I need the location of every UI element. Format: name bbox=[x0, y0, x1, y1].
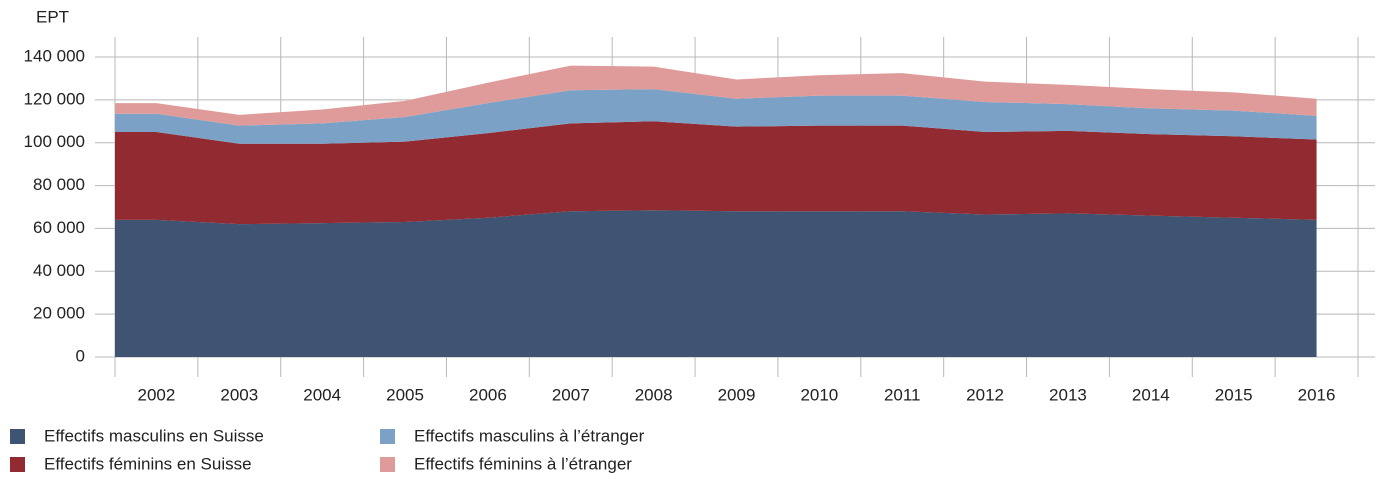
x-tick-label: 2003 bbox=[220, 385, 258, 404]
y-tick-label: 100 000 bbox=[24, 132, 85, 151]
legend-label: Effectifs masculins en Suisse bbox=[44, 426, 264, 445]
x-tick-label: 2014 bbox=[1132, 385, 1170, 404]
y-tick-label: 120 000 bbox=[24, 89, 85, 108]
y-tick-label: 80 000 bbox=[33, 175, 85, 194]
x-tick-label: 2008 bbox=[635, 385, 673, 404]
area bbox=[115, 65, 1317, 126]
area bbox=[115, 210, 1317, 357]
x-tick-label: 2002 bbox=[138, 385, 176, 404]
y-tick-label: 20 000 bbox=[33, 304, 85, 323]
legend-label: Effectifs féminins en Suisse bbox=[44, 454, 252, 473]
y-tick-label: 40 000 bbox=[33, 261, 85, 280]
x-tick-label: 2012 bbox=[966, 385, 1004, 404]
legend-swatch bbox=[10, 429, 25, 444]
legend-label: Effectifs féminins à l’étranger bbox=[414, 454, 632, 473]
legend-swatch bbox=[380, 429, 395, 444]
x-tick-label: 2011 bbox=[884, 385, 921, 404]
x-tick-label: 2013 bbox=[1049, 385, 1087, 404]
area bbox=[115, 121, 1317, 225]
y-tick-label: 0 bbox=[76, 346, 85, 365]
legend-swatch bbox=[380, 457, 395, 472]
x-tick-label: 2005 bbox=[386, 385, 424, 404]
x-tick-label: 2006 bbox=[469, 385, 507, 404]
x-tick-label: 2004 bbox=[303, 385, 341, 404]
area bbox=[115, 89, 1317, 144]
y-tick-label: 140 000 bbox=[24, 46, 85, 65]
x-tick-label: 2010 bbox=[800, 385, 838, 404]
y-axis-label: EPT bbox=[36, 7, 69, 26]
legend-swatch bbox=[10, 457, 25, 472]
x-tick-label: 2015 bbox=[1215, 385, 1253, 404]
y-tick-label: 60 000 bbox=[33, 218, 85, 237]
x-tick-label: 2007 bbox=[552, 385, 590, 404]
x-tick-label: 2009 bbox=[718, 385, 756, 404]
legend-label: Effectifs masculins à l’étranger bbox=[414, 426, 645, 445]
x-tick-label: 2016 bbox=[1298, 385, 1336, 404]
